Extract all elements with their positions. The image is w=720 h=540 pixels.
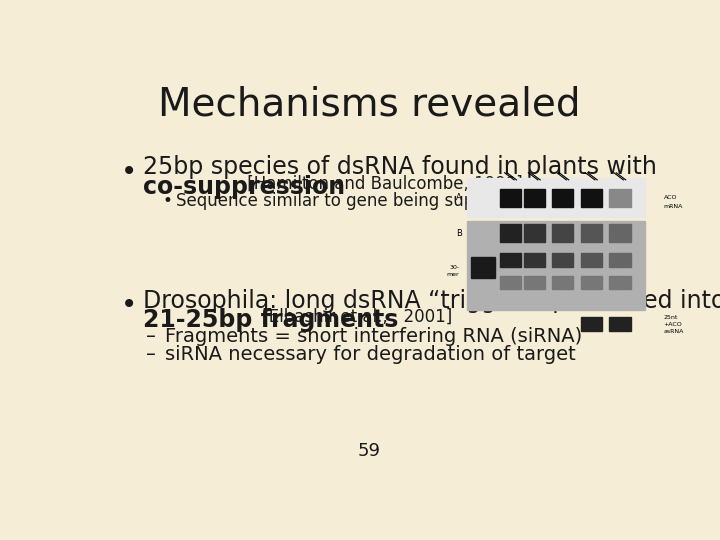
Text: mRNA: mRNA (664, 204, 683, 209)
Bar (580, 317, 602, 332)
Bar (580, 225, 602, 242)
Bar (523, 276, 545, 288)
Bar (472, 256, 495, 278)
Bar (523, 253, 545, 267)
Bar (552, 276, 574, 288)
Text: siRNA necessary for degradation of target: siRNA necessary for degradation of targe… (166, 346, 576, 365)
Text: mer: mer (447, 272, 459, 277)
Text: B: B (456, 229, 462, 238)
Text: 30-: 30- (449, 265, 459, 269)
Bar (467, 178, 645, 217)
Bar (609, 189, 631, 207)
Text: asRNA: asRNA (664, 329, 684, 334)
Text: 59: 59 (358, 442, 380, 460)
Bar (500, 276, 521, 288)
Text: [Hamilton and Baulcombe, 1999]: [Hamilton and Baulcombe, 1999] (243, 175, 523, 193)
Text: 25bp species of dsRNA found in plants with: 25bp species of dsRNA found in plants wi… (143, 156, 657, 179)
Text: Sequence similar to gene being suppressed: Sequence similar to gene being suppresse… (176, 192, 540, 211)
Bar (609, 253, 631, 267)
Text: –: – (145, 346, 156, 365)
Bar (580, 189, 602, 207)
Bar (609, 276, 631, 288)
Text: [Elbashir et al.,   2001]: [Elbashir et al., 2001] (258, 308, 453, 326)
Text: A: A (456, 193, 462, 202)
Bar (580, 276, 602, 288)
Bar (500, 253, 521, 267)
Bar (609, 225, 631, 242)
Bar (552, 225, 574, 242)
Bar (523, 225, 545, 242)
Text: •: • (121, 292, 137, 320)
Bar (580, 253, 602, 267)
Text: 25nt: 25nt (664, 315, 678, 320)
Bar (467, 221, 645, 310)
Text: •: • (121, 158, 137, 186)
Text: Fragments = short interfering RNA (siRNA): Fragments = short interfering RNA (siRNA… (166, 327, 582, 346)
Text: Mechanisms revealed: Mechanisms revealed (158, 85, 580, 124)
Bar (552, 189, 574, 207)
Text: ACO: ACO (664, 195, 678, 200)
Bar (523, 189, 545, 207)
Bar (609, 317, 631, 332)
Text: +ACO: +ACO (664, 322, 683, 327)
Text: –: – (145, 327, 156, 346)
Bar (552, 253, 574, 267)
Bar (500, 189, 521, 207)
Text: 21-25bp fragments: 21-25bp fragments (143, 308, 398, 332)
Text: Drosophila: long dsRNA “triggers” processed into: Drosophila: long dsRNA “triggers” proces… (143, 288, 720, 313)
Text: •: • (163, 192, 172, 211)
Bar (500, 225, 521, 242)
Text: co-suppression: co-suppression (143, 175, 345, 199)
